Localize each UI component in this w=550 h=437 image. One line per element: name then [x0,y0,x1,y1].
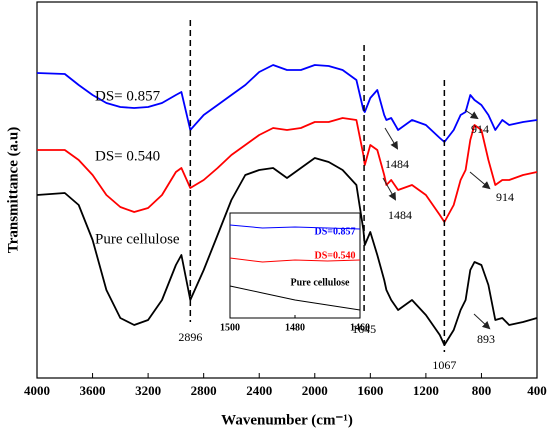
inset-legend-label: DS=0.857 [315,226,356,237]
x-tick-label: 2000 [302,383,328,398]
peak-label: 2896 [178,330,202,344]
x-tick-label: 800 [472,383,492,398]
peak-label: 1645 [352,322,376,336]
peak-arrow [382,177,396,201]
inset-legend-label: DS=0.540 [315,250,356,261]
plot-frame [36,1,538,379]
line-series [229,257,361,263]
x-tick-label: 4000 [24,383,50,398]
peak-label: 1484 [388,208,412,222]
line-series [229,285,361,311]
peak-label: 914 [496,190,514,204]
x-axis-label: Wavenumber (cm⁻¹) [221,412,353,428]
peak-arrow [384,127,399,150]
peak-label: 1067 [432,358,456,372]
x-tick-label: 1500 [220,322,240,333]
x-tick-label: 1460 [350,322,370,333]
series-label: Pure cellulose [95,231,180,247]
x-tick-label: 400 [527,383,547,398]
line-series [36,157,538,346]
peak-label: 1484 [385,157,409,171]
peak-arrow [469,171,491,190]
line-series [36,64,538,143]
series-label: DS= 0.540 [95,148,160,164]
x-tick-label: 1600 [357,383,383,398]
inset-legend-label: Pure cellulose [291,277,351,288]
peak-label: 914 [471,122,489,136]
y-axis-label: Transmittance (a.u) [5,127,21,253]
peak-label: 893 [477,332,495,346]
x-tick-label: 2400 [246,383,272,398]
x-tick-label: 1480 [285,322,305,333]
line-series [229,224,361,230]
peak-arrow [473,313,491,330]
peak-arrow [464,109,479,120]
x-tick-label: 3200 [135,383,161,398]
series-label: DS= 0.857 [95,88,161,104]
line-series [37,117,538,223]
x-tick-label: 3600 [80,383,106,398]
x-tick-label: 1200 [413,383,439,398]
x-tick-label: 2800 [191,383,217,398]
